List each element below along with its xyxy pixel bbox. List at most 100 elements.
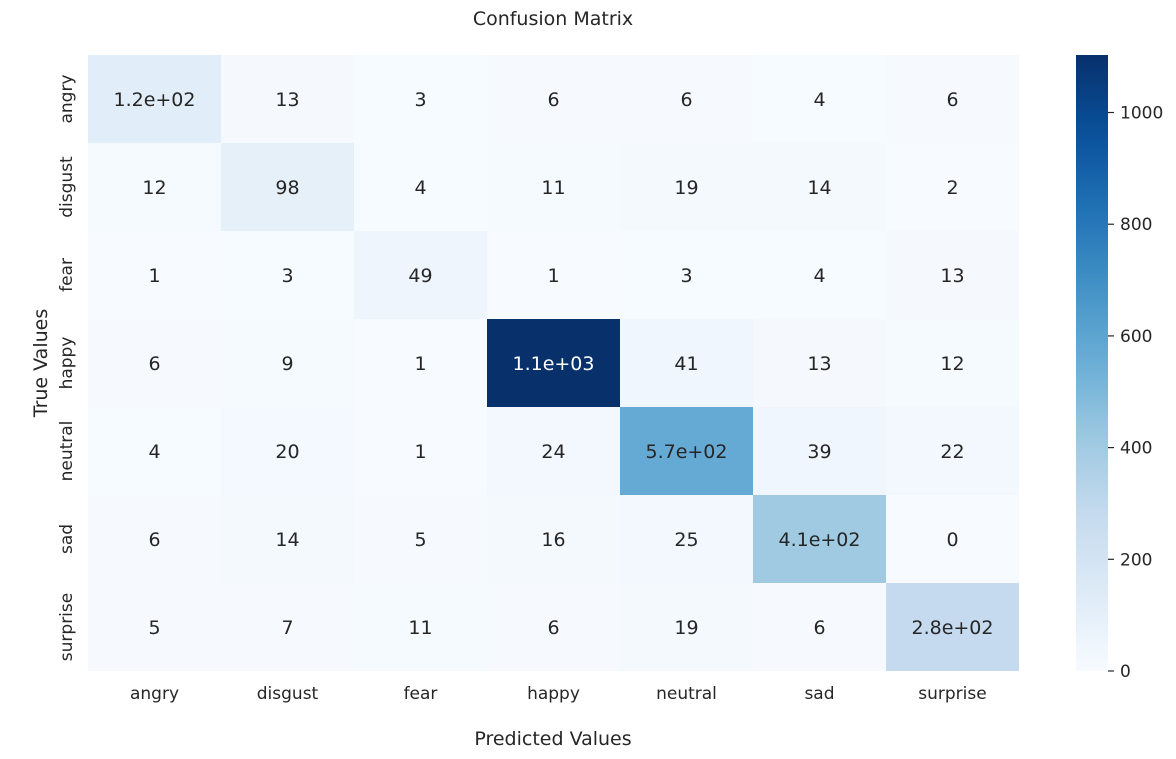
cell-annotation: 22 <box>940 441 964 463</box>
heatmap-cell <box>753 407 886 495</box>
heatmap-cell <box>487 407 620 495</box>
cell-annotation: 6 <box>148 353 160 375</box>
y-tick-label: sad <box>57 524 77 554</box>
cell-annotation: 5 <box>148 617 160 639</box>
heatmap-cell <box>221 583 354 671</box>
colorbar-ticks: 0 200 400 600 800 1000 <box>1108 104 1163 682</box>
cell-annotation: 12 <box>142 177 166 199</box>
cell-annotation: 0 <box>946 529 958 551</box>
x-tick-labels: angry disgust fear happy neutral sad surprise <box>130 684 987 704</box>
heatmap-cell <box>886 583 1019 671</box>
cell-annotation: 14 <box>275 529 299 551</box>
heatmap-cell <box>620 231 753 319</box>
cell-annotation: 4 <box>813 265 825 287</box>
cell-annotation: 12 <box>940 353 964 375</box>
heatmap-cell <box>753 583 886 671</box>
cell-annotation: 1 <box>547 265 559 287</box>
cell-annotation: 6 <box>680 89 692 111</box>
heatmap-cell <box>886 495 1019 583</box>
colorbar-tick-label: 600 <box>1120 327 1152 347</box>
heatmap-cell <box>221 407 354 495</box>
heatmap-cell <box>886 55 1019 143</box>
cell-annotation: 2.8e+02 <box>911 617 993 639</box>
heatmap-cell <box>620 319 753 407</box>
cell-annotation: 4.1e+02 <box>778 529 860 551</box>
x-tick-label: disgust <box>257 684 319 704</box>
cell-annotation: 39 <box>807 441 831 463</box>
heatmap-cell <box>487 583 620 671</box>
cell-annotation: 4 <box>414 177 426 199</box>
heatmap-cell <box>88 319 221 407</box>
heatmap-cell <box>221 231 354 319</box>
heatmap-cell <box>88 583 221 671</box>
heatmap-cell <box>620 495 753 583</box>
colorbar-gradient <box>1076 55 1108 671</box>
x-tick-label: surprise <box>918 684 986 704</box>
cell-annotation: 24 <box>541 441 565 463</box>
heatmap-cell <box>487 319 620 407</box>
cell-annotation: 3 <box>414 89 426 111</box>
y-tick-label: fear <box>57 258 77 292</box>
y-tick-label: happy <box>57 337 77 390</box>
heatmap-cell <box>221 55 354 143</box>
heatmap-cell <box>354 231 487 319</box>
heatmap-cell <box>88 143 221 231</box>
heatmap-cell <box>88 495 221 583</box>
y-tick-labels: angry disgust fear happy neutral sad surprise <box>57 74 77 661</box>
heatmap-cell <box>487 55 620 143</box>
x-tick-label: happy <box>527 684 580 704</box>
heatmap-cell <box>620 55 753 143</box>
y-tick-label: angry <box>57 74 77 123</box>
cell-annotation: 7 <box>281 617 293 639</box>
heatmap-cell <box>620 143 753 231</box>
heatmap-cell <box>487 231 620 319</box>
heatmap-cell <box>886 407 1019 495</box>
heatmap-cell <box>886 143 1019 231</box>
cell-annotation: 6 <box>547 89 559 111</box>
cell-annotation: 6 <box>547 617 559 639</box>
cell-annotation: 49 <box>408 265 432 287</box>
heatmap-cell <box>221 143 354 231</box>
cell-annotation: 5 <box>414 529 426 551</box>
heatmap-cell <box>88 407 221 495</box>
x-tick-label: angry <box>130 684 179 704</box>
heatmap-cell <box>886 231 1019 319</box>
colorbar-tick-label: 1000 <box>1120 104 1163 124</box>
cell-annotation: 4 <box>813 89 825 111</box>
heatmap-cell <box>88 231 221 319</box>
cell-annotation: 20 <box>275 441 299 463</box>
heatmap-cell <box>753 143 886 231</box>
cell-annotation: 1 <box>148 265 160 287</box>
heatmap-cell <box>487 143 620 231</box>
heatmap-cell <box>886 319 1019 407</box>
cell-annotation: 9 <box>281 353 293 375</box>
cell-annotation: 1 <box>414 353 426 375</box>
cell-annotation: 3 <box>281 265 293 287</box>
heatmap-cell <box>753 55 886 143</box>
heatmap-cell <box>354 143 487 231</box>
cell-annotation: 1 <box>414 441 426 463</box>
cell-annotation: 41 <box>674 353 698 375</box>
heatmap-cell <box>354 583 487 671</box>
heatmap-cell <box>354 407 487 495</box>
heatmap-cell <box>354 55 487 143</box>
cell-annotation: 11 <box>541 177 565 199</box>
heatmap-cells <box>88 55 1019 671</box>
cell-annotation: 1.2e+02 <box>113 89 195 111</box>
colorbar: 0 200 400 600 800 1000 <box>1076 55 1163 682</box>
heatmap-cell <box>620 407 753 495</box>
colorbar-tick-label: 200 <box>1120 550 1152 570</box>
x-axis-label: Predicted Values <box>474 728 631 750</box>
heatmap-cell <box>354 319 487 407</box>
heatmap-cell <box>753 495 886 583</box>
x-tick-label: fear <box>404 684 438 704</box>
cell-annotation: 19 <box>674 617 698 639</box>
y-tick-label: disgust <box>57 156 77 218</box>
cell-annotation: 25 <box>674 529 698 551</box>
cell-annotation: 4 <box>148 441 160 463</box>
y-axis-label: True Values <box>30 309 52 418</box>
heatmap-cell <box>620 583 753 671</box>
cell-annotation: 13 <box>807 353 831 375</box>
heatmap-cell <box>487 495 620 583</box>
